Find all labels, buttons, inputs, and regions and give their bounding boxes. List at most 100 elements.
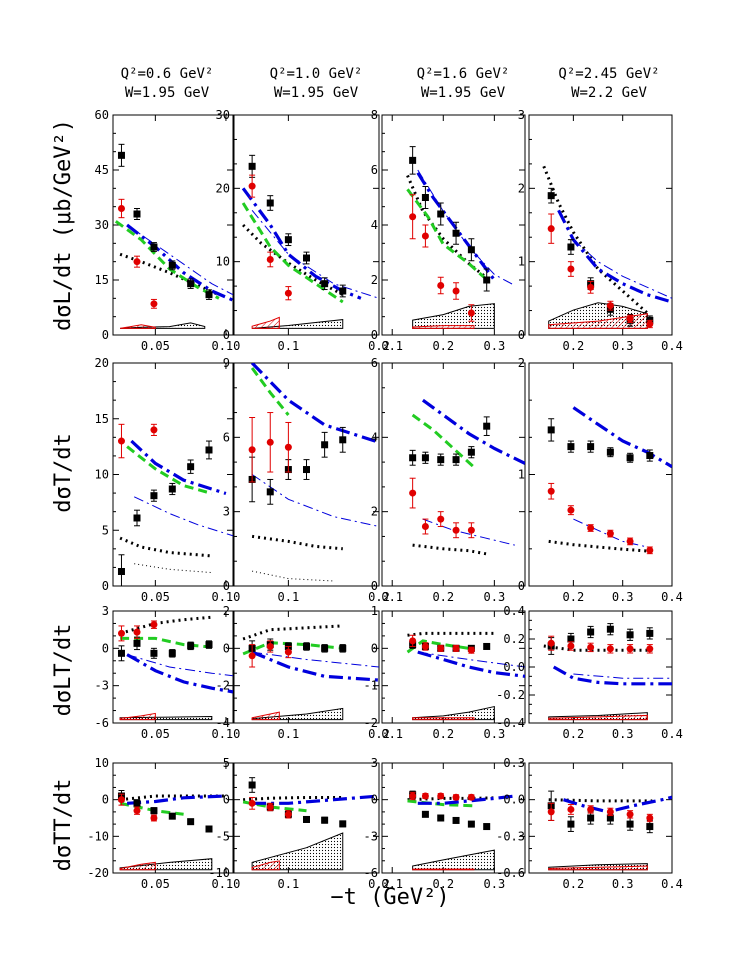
panel-frame	[112, 762, 234, 874]
data-point-black	[168, 812, 176, 820]
data-point-red	[587, 643, 595, 651]
data-point-red	[437, 515, 445, 523]
data-point-black	[547, 192, 555, 200]
x-tick-label: 0.3	[484, 727, 506, 741]
data-point-red	[587, 524, 595, 532]
row-label-sigma-lt: dσLT/dt	[51, 624, 76, 717]
y-tick-label: 0.0	[503, 660, 525, 674]
data-point-red	[266, 255, 274, 263]
curve-dashed-green	[406, 188, 486, 279]
curve-dashed-green	[406, 639, 470, 654]
y-tick-label: 6	[371, 356, 378, 370]
panel-r3-c4: -0.4 -0.2 0.0 0.2 0.4 0.2 0.3 0.4	[496, 604, 683, 741]
curve-dashdot-blue	[421, 398, 525, 465]
y-tick-label: -6	[95, 716, 109, 730]
y-tick-label: 6	[223, 430, 230, 444]
curve-dashdot-blue	[563, 795, 672, 814]
curve-thin-blue	[133, 496, 233, 537]
data-point-black	[626, 820, 634, 828]
panel-plot-area	[242, 624, 379, 721]
x-tick-label: 0.4	[661, 339, 683, 353]
data-point-red	[437, 282, 445, 289]
curve-dashdot-blue	[252, 794, 379, 805]
data-point-black	[150, 243, 158, 251]
y-tick-label: -0.3	[496, 829, 525, 843]
curve-dotted-black	[119, 536, 212, 558]
syst-band-red	[412, 868, 475, 871]
y-tick-label: 15	[95, 273, 109, 287]
data-point-red	[117, 205, 125, 212]
panel-plot-area	[117, 615, 233, 721]
y-tick-label: 9	[223, 356, 230, 370]
panel-plot-area	[547, 406, 672, 555]
y-tick-label: -10	[208, 866, 230, 880]
data-point-red	[567, 265, 575, 273]
data-point-black	[587, 628, 595, 636]
y-tick-label: 4	[371, 430, 378, 444]
x-tick-label: 0.2	[368, 877, 390, 891]
data-point-black	[646, 629, 654, 637]
panel-r4-c1: -20 -10 0 10 0.05 0.10	[87, 756, 240, 891]
data-point-red	[117, 437, 125, 445]
panel-frame	[528, 762, 673, 874]
data-point-black	[150, 492, 158, 500]
data-point-red	[452, 287, 460, 295]
data-point-black	[467, 448, 475, 456]
data-point-black	[547, 426, 555, 434]
y-tick-label: 3	[223, 505, 230, 519]
curve-thin-blue	[251, 474, 379, 527]
panel-plot-area	[241, 154, 379, 329]
x-tick-label: 0.10	[211, 339, 240, 353]
curve-thin-blue	[417, 169, 516, 286]
data-point-black	[150, 807, 158, 815]
data-point-black	[133, 639, 141, 647]
data-point-red	[284, 810, 292, 818]
panel-frame	[528, 114, 673, 336]
panel-plot-area	[406, 146, 516, 329]
data-point-black	[467, 820, 475, 828]
data-point-red	[150, 621, 158, 629]
panel-plot-area	[409, 398, 525, 556]
data-point-black	[452, 229, 460, 237]
panel-plot-area	[543, 623, 672, 721]
syst-band-red	[548, 865, 648, 871]
x-tick-label: 0.10	[211, 590, 240, 604]
data-point-red	[409, 213, 417, 221]
syst-band-red	[548, 714, 648, 721]
panel-plot-area	[117, 790, 226, 871]
syst-band-red	[119, 861, 156, 871]
y-tick-label: 4	[371, 218, 378, 232]
data-point-black	[421, 194, 429, 201]
data-point-black	[483, 276, 491, 284]
curve-thin-dotted	[134, 563, 212, 574]
data-point-black	[606, 448, 614, 456]
data-point-black	[205, 291, 213, 299]
y-tick-label: 0	[371, 328, 378, 342]
data-point-red	[284, 648, 292, 656]
curve-dotted-black	[412, 543, 490, 556]
y-tick-label: 0	[223, 793, 230, 807]
y-tick-label: -0.2	[496, 688, 525, 702]
data-point-red	[646, 546, 654, 554]
data-point-black	[339, 287, 347, 295]
x-tick-label: 0.10	[211, 877, 240, 891]
x-tick-label: 0.2	[563, 727, 585, 741]
y-tick-label: 0	[102, 641, 109, 655]
data-point-black	[339, 436, 347, 444]
data-point-red	[150, 300, 158, 308]
curve-dashed-green	[241, 202, 344, 304]
y-tick-label: 45	[95, 163, 109, 177]
data-point-black	[409, 156, 417, 164]
y-tick-label: 30	[216, 108, 230, 122]
data-point-red	[133, 258, 141, 266]
x-tick-label: 0.4	[661, 877, 683, 891]
panel-r3-c1: -6 -3 0 3 0.05 0.10	[95, 604, 241, 741]
y-tick-label: -1	[364, 679, 378, 693]
y-tick-label: 3	[518, 108, 525, 122]
syst-band-black	[412, 849, 495, 871]
data-point-red	[452, 644, 460, 652]
data-point-black	[303, 815, 310, 823]
data-point-red	[266, 438, 274, 446]
data-point-red	[467, 646, 475, 654]
